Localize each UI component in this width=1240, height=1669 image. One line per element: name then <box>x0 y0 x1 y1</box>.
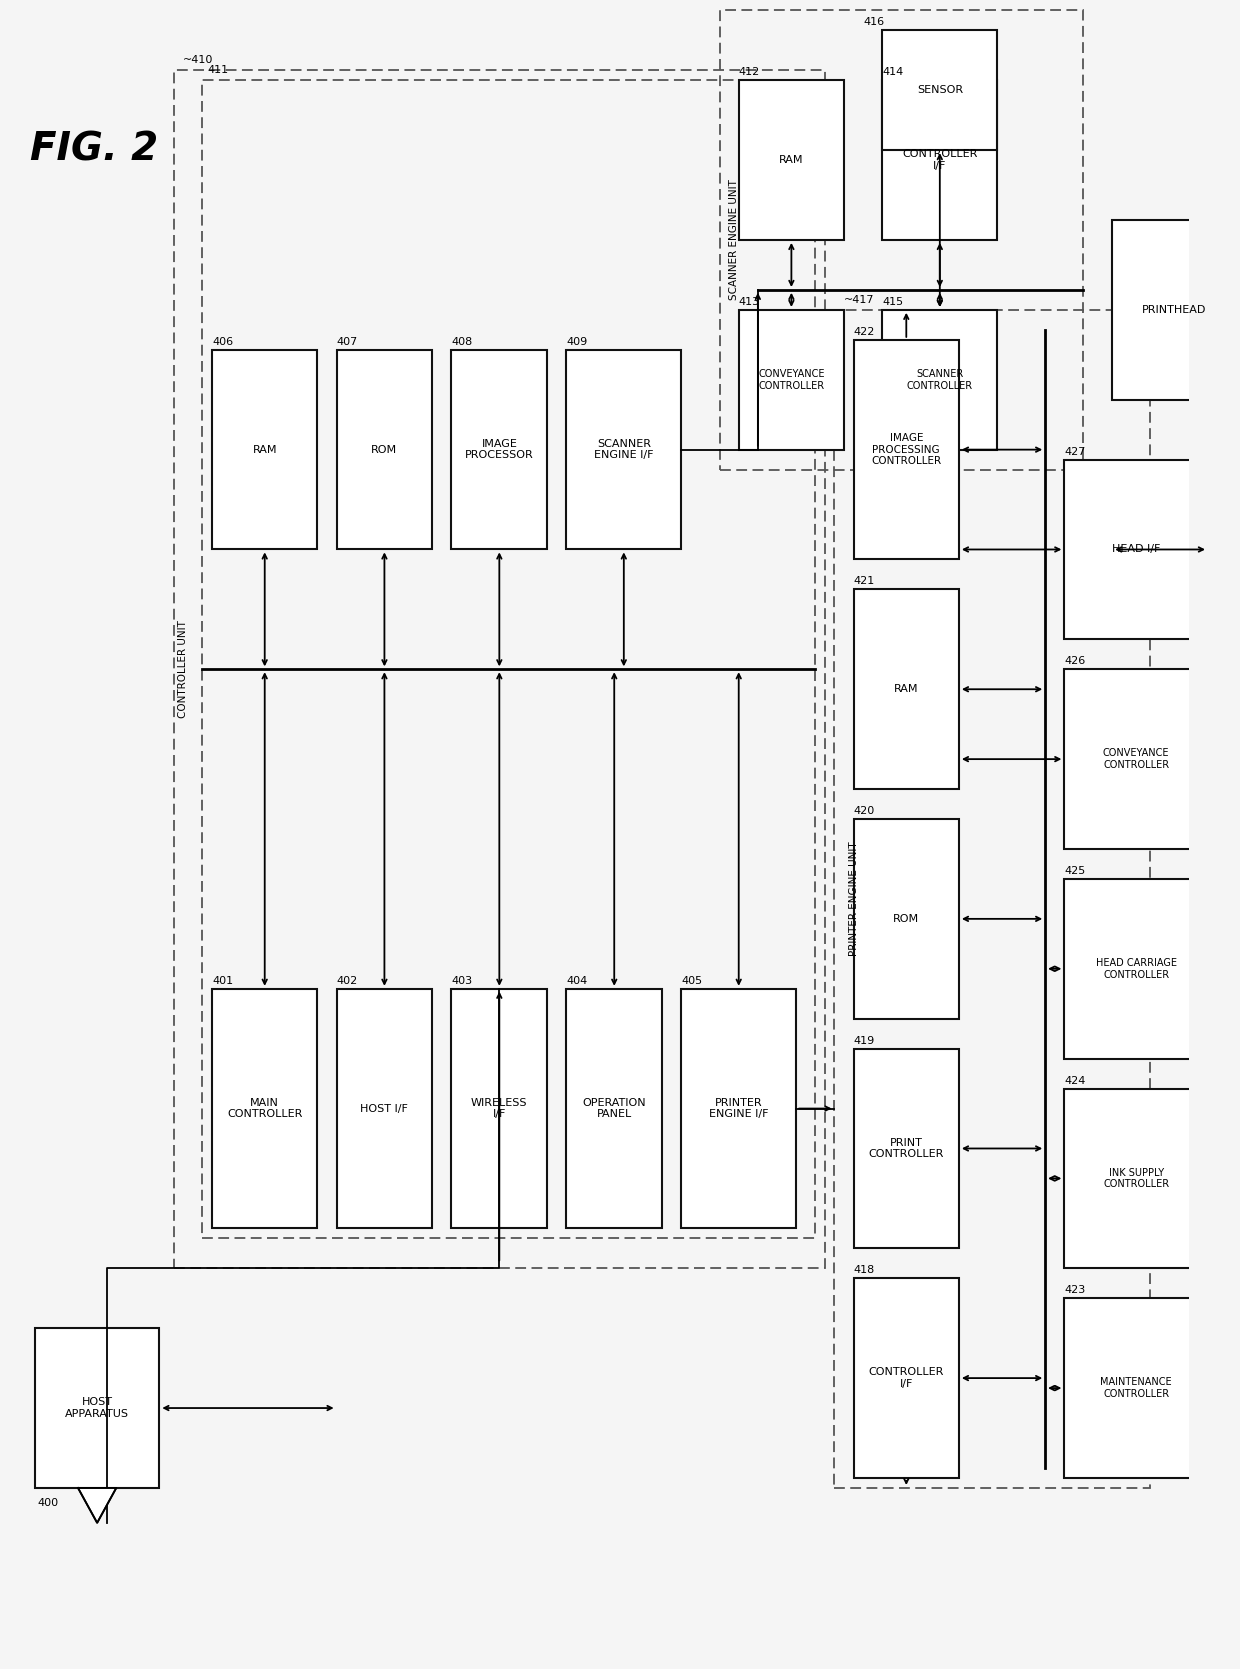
FancyBboxPatch shape <box>739 80 844 240</box>
Text: MAIN
CONTROLLER: MAIN CONTROLLER <box>227 1098 303 1120</box>
FancyBboxPatch shape <box>853 1278 959 1479</box>
FancyBboxPatch shape <box>1064 1088 1208 1268</box>
Polygon shape <box>78 1487 117 1522</box>
Text: 404: 404 <box>567 976 588 986</box>
Text: 419: 419 <box>853 1036 875 1046</box>
FancyBboxPatch shape <box>451 350 547 549</box>
FancyBboxPatch shape <box>681 988 796 1228</box>
Text: ROM: ROM <box>893 915 919 925</box>
FancyBboxPatch shape <box>1112 220 1236 399</box>
FancyBboxPatch shape <box>883 30 997 150</box>
FancyBboxPatch shape <box>1064 1298 1208 1479</box>
FancyBboxPatch shape <box>883 310 997 449</box>
FancyBboxPatch shape <box>853 1048 959 1248</box>
Text: 406: 406 <box>212 337 233 347</box>
FancyBboxPatch shape <box>853 589 959 789</box>
Text: 405: 405 <box>681 976 702 986</box>
Text: 416: 416 <box>863 17 884 27</box>
FancyBboxPatch shape <box>212 988 317 1228</box>
Text: 412: 412 <box>739 67 760 77</box>
FancyBboxPatch shape <box>336 988 433 1228</box>
Text: 420: 420 <box>853 806 875 816</box>
Text: CONTROLLER
I/F: CONTROLLER I/F <box>868 1367 944 1389</box>
Text: SCANNER ENGINE UNIT: SCANNER ENGINE UNIT <box>729 180 739 300</box>
Text: HOST
APPARATUS: HOST APPARATUS <box>66 1397 129 1419</box>
Text: 408: 408 <box>451 337 472 347</box>
Text: SENSOR: SENSOR <box>916 85 963 95</box>
Text: IMAGE
PROCESSING
CONTROLLER: IMAGE PROCESSING CONTROLLER <box>872 432 941 466</box>
Text: CONTROLLER
I/F: CONTROLLER I/F <box>903 149 977 170</box>
Text: 401: 401 <box>212 976 233 986</box>
Text: WIRELESS
I/F: WIRELESS I/F <box>471 1098 527 1120</box>
Text: PRINT
CONTROLLER: PRINT CONTROLLER <box>868 1138 944 1160</box>
Text: ~417: ~417 <box>844 295 874 305</box>
Text: HOST I/F: HOST I/F <box>361 1103 408 1113</box>
Text: 424: 424 <box>1064 1075 1086 1085</box>
Text: 423: 423 <box>1064 1285 1085 1295</box>
Text: 407: 407 <box>336 337 358 347</box>
Text: 421: 421 <box>853 576 875 586</box>
Text: 418: 418 <box>853 1265 875 1275</box>
Text: PRINTER
ENGINE I/F: PRINTER ENGINE I/F <box>709 1098 769 1120</box>
Text: HEAD CARRIAGE
CONTROLLER: HEAD CARRIAGE CONTROLLER <box>1096 958 1177 980</box>
FancyBboxPatch shape <box>883 80 997 240</box>
Text: ~410: ~410 <box>184 55 213 65</box>
Text: CONVEYANCE
CONTROLLER: CONVEYANCE CONTROLLER <box>758 369 825 391</box>
Text: 414: 414 <box>883 67 904 77</box>
Text: 409: 409 <box>567 337 588 347</box>
FancyBboxPatch shape <box>1064 880 1208 1058</box>
Text: IMAGE
PROCESSOR: IMAGE PROCESSOR <box>465 439 533 461</box>
FancyBboxPatch shape <box>451 988 547 1228</box>
Text: 426: 426 <box>1064 656 1085 666</box>
Text: ROM: ROM <box>371 444 398 454</box>
FancyBboxPatch shape <box>739 310 844 449</box>
Text: 403: 403 <box>451 976 472 986</box>
Text: 400: 400 <box>37 1497 60 1507</box>
FancyBboxPatch shape <box>853 819 959 1018</box>
FancyBboxPatch shape <box>1064 459 1208 639</box>
FancyBboxPatch shape <box>567 350 681 549</box>
Text: HEAD I/F: HEAD I/F <box>1112 544 1161 554</box>
Text: FIG. 2: FIG. 2 <box>30 130 159 169</box>
Text: CONVEYANCE
CONTROLLER: CONVEYANCE CONTROLLER <box>1102 748 1169 769</box>
FancyBboxPatch shape <box>336 350 433 549</box>
FancyBboxPatch shape <box>35 1329 160 1487</box>
Text: 427: 427 <box>1064 447 1086 457</box>
Text: 415: 415 <box>883 297 904 307</box>
Text: 425: 425 <box>1064 866 1085 876</box>
Text: MAINTENANCE
CONTROLLER: MAINTENANCE CONTROLLER <box>1100 1377 1172 1399</box>
FancyBboxPatch shape <box>853 340 959 559</box>
Text: INK SUPPLY
CONTROLLER: INK SUPPLY CONTROLLER <box>1104 1168 1169 1190</box>
FancyBboxPatch shape <box>1064 669 1208 850</box>
Text: OPERATION
PANEL: OPERATION PANEL <box>583 1098 646 1120</box>
Text: RAM: RAM <box>779 155 804 165</box>
FancyBboxPatch shape <box>567 988 662 1228</box>
FancyBboxPatch shape <box>212 350 317 549</box>
Text: 413: 413 <box>739 297 760 307</box>
Text: PRINTHEAD: PRINTHEAD <box>1142 305 1207 315</box>
Text: CONTROLLER UNIT: CONTROLLER UNIT <box>179 621 188 718</box>
Text: SCANNER
CONTROLLER: SCANNER CONTROLLER <box>906 369 973 391</box>
Text: 411: 411 <box>207 65 228 75</box>
Text: 402: 402 <box>336 976 358 986</box>
Text: 422: 422 <box>853 327 875 337</box>
Text: RAM: RAM <box>253 444 277 454</box>
Text: PRINTER ENGINE UNIT: PRINTER ENGINE UNIT <box>848 841 858 956</box>
Text: SCANNER
ENGINE I/F: SCANNER ENGINE I/F <box>594 439 653 461</box>
Text: RAM: RAM <box>894 684 919 694</box>
